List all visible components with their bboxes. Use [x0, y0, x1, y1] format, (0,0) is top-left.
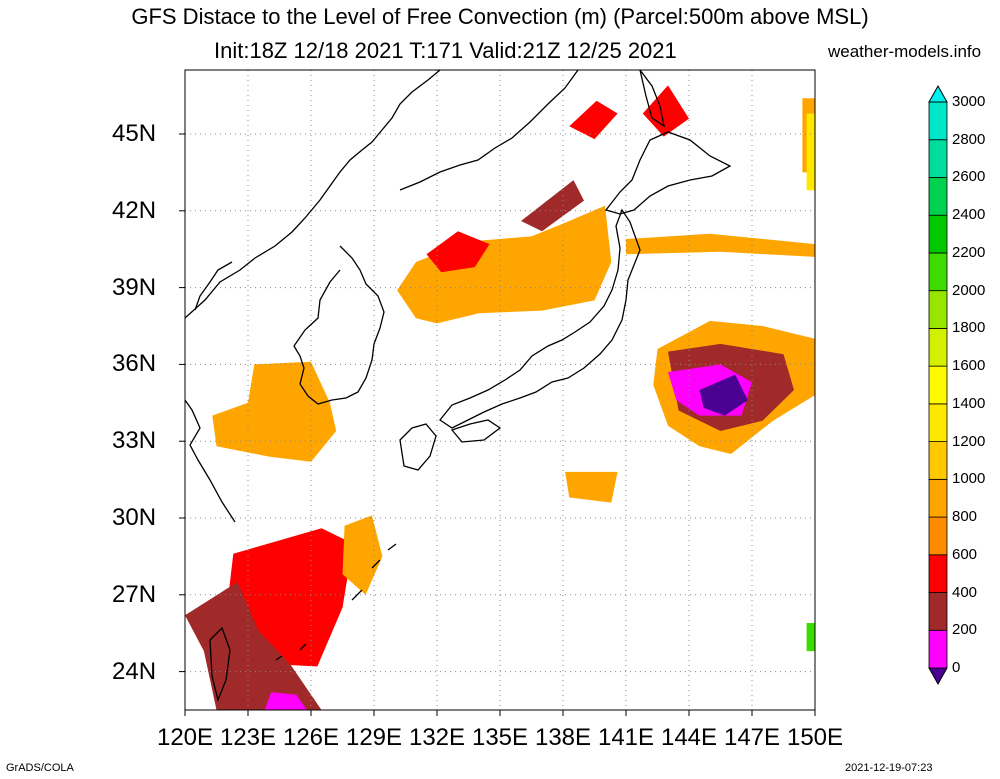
field-area-1 [397, 205, 612, 324]
colorbar-band [928, 139, 948, 178]
lon-label: 129E [345, 724, 403, 751]
lon-label: 141E [597, 724, 655, 751]
lon-label: 123E [219, 724, 277, 751]
japan-kyushu-shikoku-coast [399, 419, 502, 471]
grads-credit: GrADS/COLA [6, 762, 74, 774]
colorbar-band [928, 554, 948, 593]
axis-ticks [179, 133, 816, 716]
colorbar-band [928, 592, 948, 631]
field-area-2 [426, 231, 490, 273]
chart-title: GFS Distace to the Level of Free Convect… [131, 4, 869, 29]
colorbar-band [928, 629, 948, 669]
coastlines [185, 70, 732, 703]
colorbar-label: 1600 [952, 357, 986, 375]
colorbar-band [928, 441, 948, 480]
colorbar-label: 2000 [952, 281, 986, 299]
japan-hokkaido-coast [604, 131, 732, 215]
lat-label: 45N [112, 120, 157, 147]
colorbar-band [928, 101, 948, 141]
field-area-12 [185, 582, 322, 710]
field-area-18 [565, 471, 618, 503]
russia-coast [399, 70, 579, 191]
field-area-10 [699, 374, 748, 416]
colorbar-label: 400 [952, 583, 978, 601]
field-area-16 [806, 113, 815, 191]
colorbar-label: 2200 [952, 243, 986, 261]
taiwan-coast [209, 626, 231, 703]
colorbar-label: 1400 [952, 394, 986, 412]
colorbar-label: 200 [952, 621, 978, 639]
lat-label: 30N [112, 504, 157, 531]
lon-label: 120E [156, 724, 214, 751]
lon-label: 132E [408, 724, 466, 751]
japan-honshu-coast [439, 208, 641, 429]
field-area-17 [806, 623, 815, 652]
colorbar-label: 2800 [952, 130, 986, 148]
colorbar-label: 600 [952, 545, 978, 563]
colorbar-max-arrow [928, 84, 948, 103]
colorbar-band [928, 214, 948, 254]
lon-label: 138E [534, 724, 592, 751]
colorbar-label: 1200 [952, 432, 986, 450]
field-area-13 [264, 692, 307, 710]
lat-label: 36N [112, 350, 157, 378]
colorbar-band [928, 177, 948, 216]
field-area-5 [642, 85, 689, 137]
lon-label: 150E [786, 724, 844, 751]
colorbar-band [928, 290, 948, 329]
colorbar-label: 1800 [952, 319, 986, 337]
field-area-6 [626, 233, 815, 257]
chart-subtitle: Init:18Z 12/18 2021 T:171 Valid:21Z 12/2… [214, 38, 677, 63]
lon-label: 126E [282, 724, 340, 751]
sakhalin-coast [639, 70, 665, 128]
field-area-0 [212, 361, 337, 462]
site-credit: weather-models.info [828, 42, 982, 61]
colorbar-band [928, 516, 948, 556]
colorbar-band [928, 478, 948, 518]
ryukyu-islands [275, 543, 397, 661]
colorbar-label: 2400 [952, 206, 986, 224]
convection-field-layer [185, 85, 815, 710]
lat-label: 33N [112, 427, 157, 455]
lon-label: 144E [660, 724, 718, 751]
lat-label: 39N [112, 273, 157, 301]
timestamp: 2021-12-19-07:23 [845, 762, 933, 774]
colorbar-band [928, 403, 948, 443]
graticule [185, 70, 815, 710]
colorbar-label: 800 [952, 508, 978, 526]
colorbar-label: 2600 [952, 168, 986, 186]
colorbar-label: 0 [952, 659, 961, 676]
lat-label: 42N [112, 196, 157, 224]
lat-label: 27N [112, 580, 157, 608]
field-area-4 [569, 100, 618, 140]
field-area-3 [521, 180, 584, 232]
colorbar-min-arrow [928, 667, 948, 686]
korea-china-coast [185, 70, 441, 523]
field-area-14 [342, 515, 383, 595]
colorbar-band [928, 365, 948, 405]
colorbar-label: 1000 [952, 470, 986, 488]
lon-label: 135E [471, 724, 529, 751]
colorbar-band [928, 327, 948, 367]
lat-label: 24N [112, 657, 157, 685]
colorbar-label: 3000 [952, 93, 986, 110]
lon-label: 147E [723, 724, 781, 751]
colorbar [928, 84, 948, 686]
colorbar-band [928, 252, 948, 292]
